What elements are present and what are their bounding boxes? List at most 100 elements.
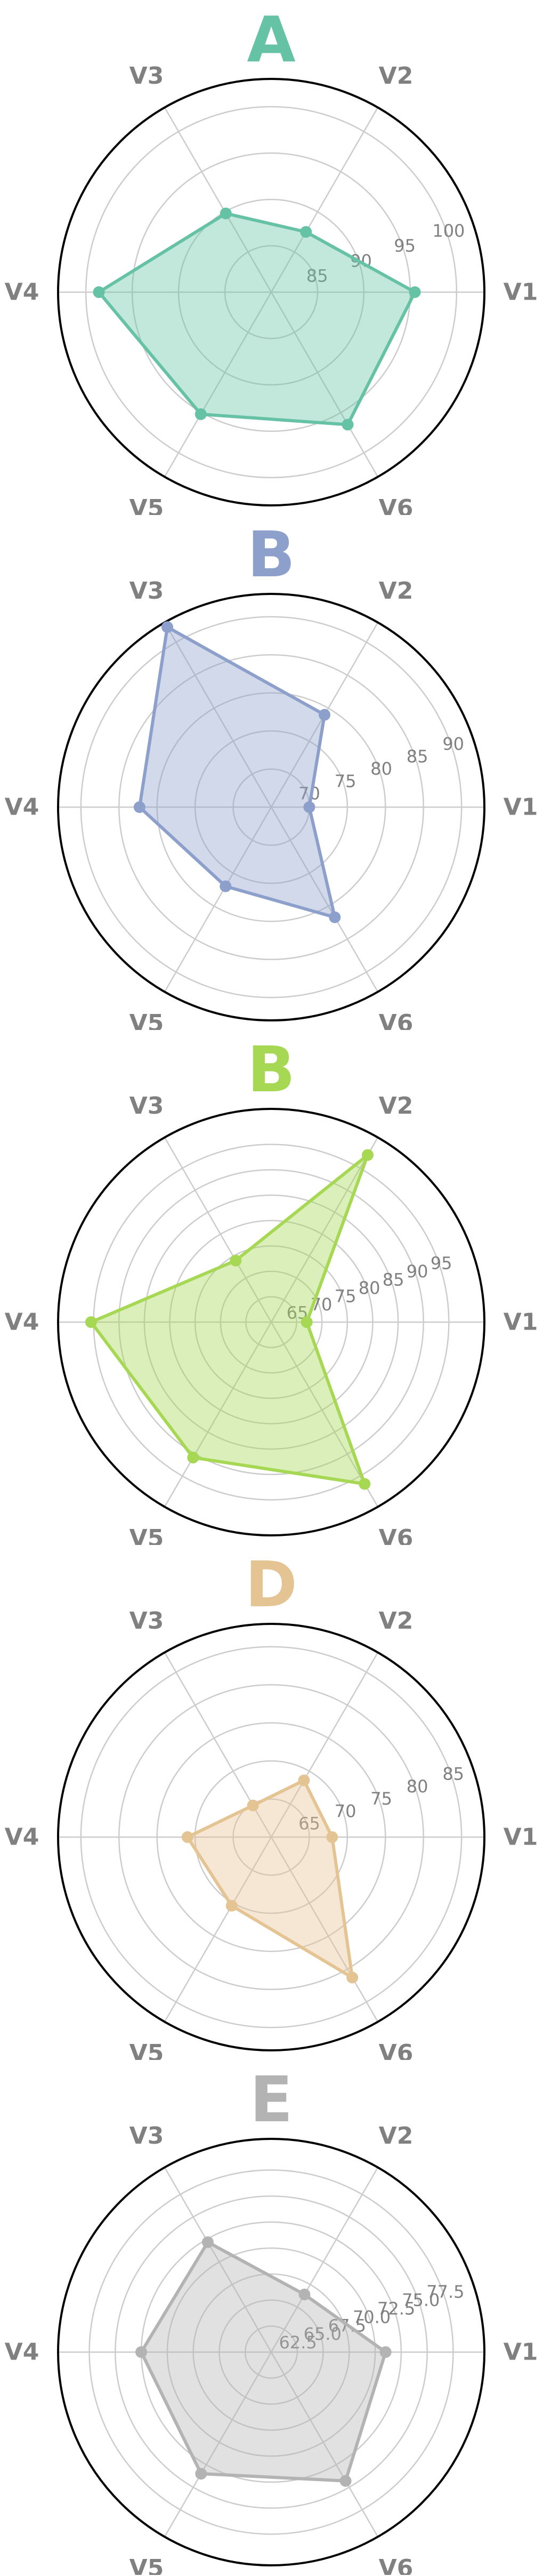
- radar-chart-1: A859095100V1V2V3V4V5V6: [5, 3, 538, 515]
- data-point-v6: [342, 418, 354, 431]
- axis-label-v6: V6: [379, 1010, 414, 1030]
- chart-title: A: [247, 3, 295, 76]
- data-point-v3: [201, 2236, 214, 2248]
- data-point-v2: [361, 1149, 374, 1161]
- data-point-v1: [301, 1316, 313, 1328]
- data-point-v4: [133, 801, 145, 813]
- data-point-v3: [247, 1799, 259, 1812]
- axis-label-v1: V1: [504, 794, 538, 821]
- radar-chart-4: D 65 70 75 80 85 V1 V2 V3 V4 V5 V6: [5, 1548, 538, 2060]
- axis-label-v3: V3: [129, 62, 164, 90]
- ring-tick-label: 77.5: [426, 2282, 464, 2302]
- data-point-v5: [220, 880, 232, 892]
- ring-tick-label: 70.0: [353, 2307, 391, 2327]
- ring-tick-label: 85: [383, 1269, 404, 1290]
- axis-label-v5: V5: [129, 2040, 164, 2060]
- axis-label-v5: V5: [129, 495, 164, 515]
- axis-spoke: [164, 292, 272, 478]
- axis-label-v3: V3: [129, 1607, 164, 1635]
- ring-tick-label: 95: [431, 1253, 452, 1273]
- axis-spoke: [270, 2352, 379, 2538]
- chart-title: E: [250, 2063, 293, 2136]
- data-point-v4: [135, 2346, 148, 2358]
- data-point-v6: [329, 911, 341, 923]
- axis-label-v4: V4: [5, 1824, 39, 1851]
- ring-tick-label: 75.0: [402, 2290, 440, 2311]
- data-point-v2: [319, 709, 330, 721]
- axis-label-v1: V1: [504, 2339, 538, 2366]
- data-point-v3: [220, 207, 232, 220]
- axis-label-v6: V6: [379, 2555, 414, 2575]
- data-point-v4: [85, 1316, 97, 1328]
- axis-label-v5: V5: [129, 1525, 164, 1545]
- axis-spoke: [270, 2167, 379, 2353]
- axis-label-v2: V2: [379, 1607, 414, 1635]
- axis-spoke: [164, 1322, 272, 1508]
- data-point-v1: [409, 286, 421, 298]
- data-polygon: [185, 1778, 354, 1979]
- axis-spoke: [164, 1837, 272, 2023]
- data-polygon: [137, 625, 337, 919]
- ring-tick-label: 90: [442, 734, 464, 754]
- axis-label-v1: V1: [504, 279, 538, 306]
- outer-frame: [57, 1108, 485, 1536]
- data-point-v3: [161, 621, 173, 633]
- data-point-v3: [230, 1254, 242, 1267]
- axis-label-v3: V3: [129, 1092, 164, 1120]
- data-point-v2: [300, 226, 312, 238]
- ring-tick-label: 80: [359, 1278, 380, 1298]
- axis-spoke: [164, 1137, 272, 1323]
- axis-spoke: [270, 807, 379, 993]
- axis-label-v2: V2: [379, 577, 414, 605]
- axis-spoke: [164, 107, 272, 293]
- ring-tick-label: 95: [394, 236, 416, 256]
- axis-spoke: [270, 1652, 379, 1838]
- data-polygon: [140, 2240, 387, 2483]
- axis-label-v4: V4: [5, 2339, 39, 2366]
- axis-label-v5: V5: [129, 1010, 164, 1030]
- axis-spoke: [164, 807, 272, 993]
- ring-tick-label: 62.5: [279, 2332, 317, 2353]
- ring-tick-label: 65: [298, 1814, 320, 1834]
- axis-label-v6: V6: [379, 2040, 414, 2060]
- outer-frame: [57, 593, 485, 1021]
- ring-tick-label: 85: [407, 746, 428, 767]
- ring-tick-label: 80: [370, 759, 392, 779]
- ring-tick-label: 100: [432, 221, 465, 241]
- axis-label-v6: V6: [379, 1525, 414, 1545]
- axis-spoke: [164, 2167, 272, 2353]
- ring-tick-label: 75: [370, 1789, 392, 1809]
- axis-label-v3: V3: [129, 2122, 164, 2150]
- ring-tick-label: 85: [306, 266, 328, 286]
- chart-title: B: [247, 1033, 295, 1106]
- axis-spoke: [270, 107, 379, 293]
- radar-chart-3: B65707580859095V1V2V3V4V5V6: [5, 1033, 538, 1545]
- axis-label-v6: V6: [379, 495, 414, 515]
- data-point-v2: [298, 2288, 311, 2300]
- chart-title: D: [245, 1548, 297, 1621]
- ring-tick-label: 75: [335, 771, 356, 791]
- data-point-v5: [225, 1899, 238, 1912]
- axis-label-v1: V1: [504, 1309, 538, 1336]
- data-point-v6: [346, 1971, 359, 1984]
- ring-tick-label: 80: [407, 1776, 428, 1797]
- outer-frame: [57, 1623, 485, 2051]
- data-point-v1: [326, 1831, 338, 1843]
- outer-frame: [57, 2138, 485, 2566]
- axis-label-v3: V3: [129, 577, 164, 605]
- axis-spoke: [164, 622, 272, 808]
- axis-spoke: [164, 2352, 272, 2538]
- data-point-v6: [359, 1478, 371, 1490]
- data-point-v2: [298, 1774, 310, 1786]
- axis-label-v4: V4: [5, 1309, 39, 1336]
- axis-label-v5: V5: [129, 2555, 164, 2575]
- data-point-v4: [181, 1831, 193, 1843]
- axis-spoke: [270, 1322, 379, 1508]
- data-point-v5: [195, 2468, 207, 2480]
- data-polygon: [89, 1153, 369, 1486]
- radar-chart-2: B7075808590V1V2V3V4V5V6: [5, 518, 538, 1030]
- axis-label-v2: V2: [379, 2122, 414, 2150]
- data-point-v6: [339, 2475, 352, 2487]
- axis-label-v4: V4: [5, 279, 39, 306]
